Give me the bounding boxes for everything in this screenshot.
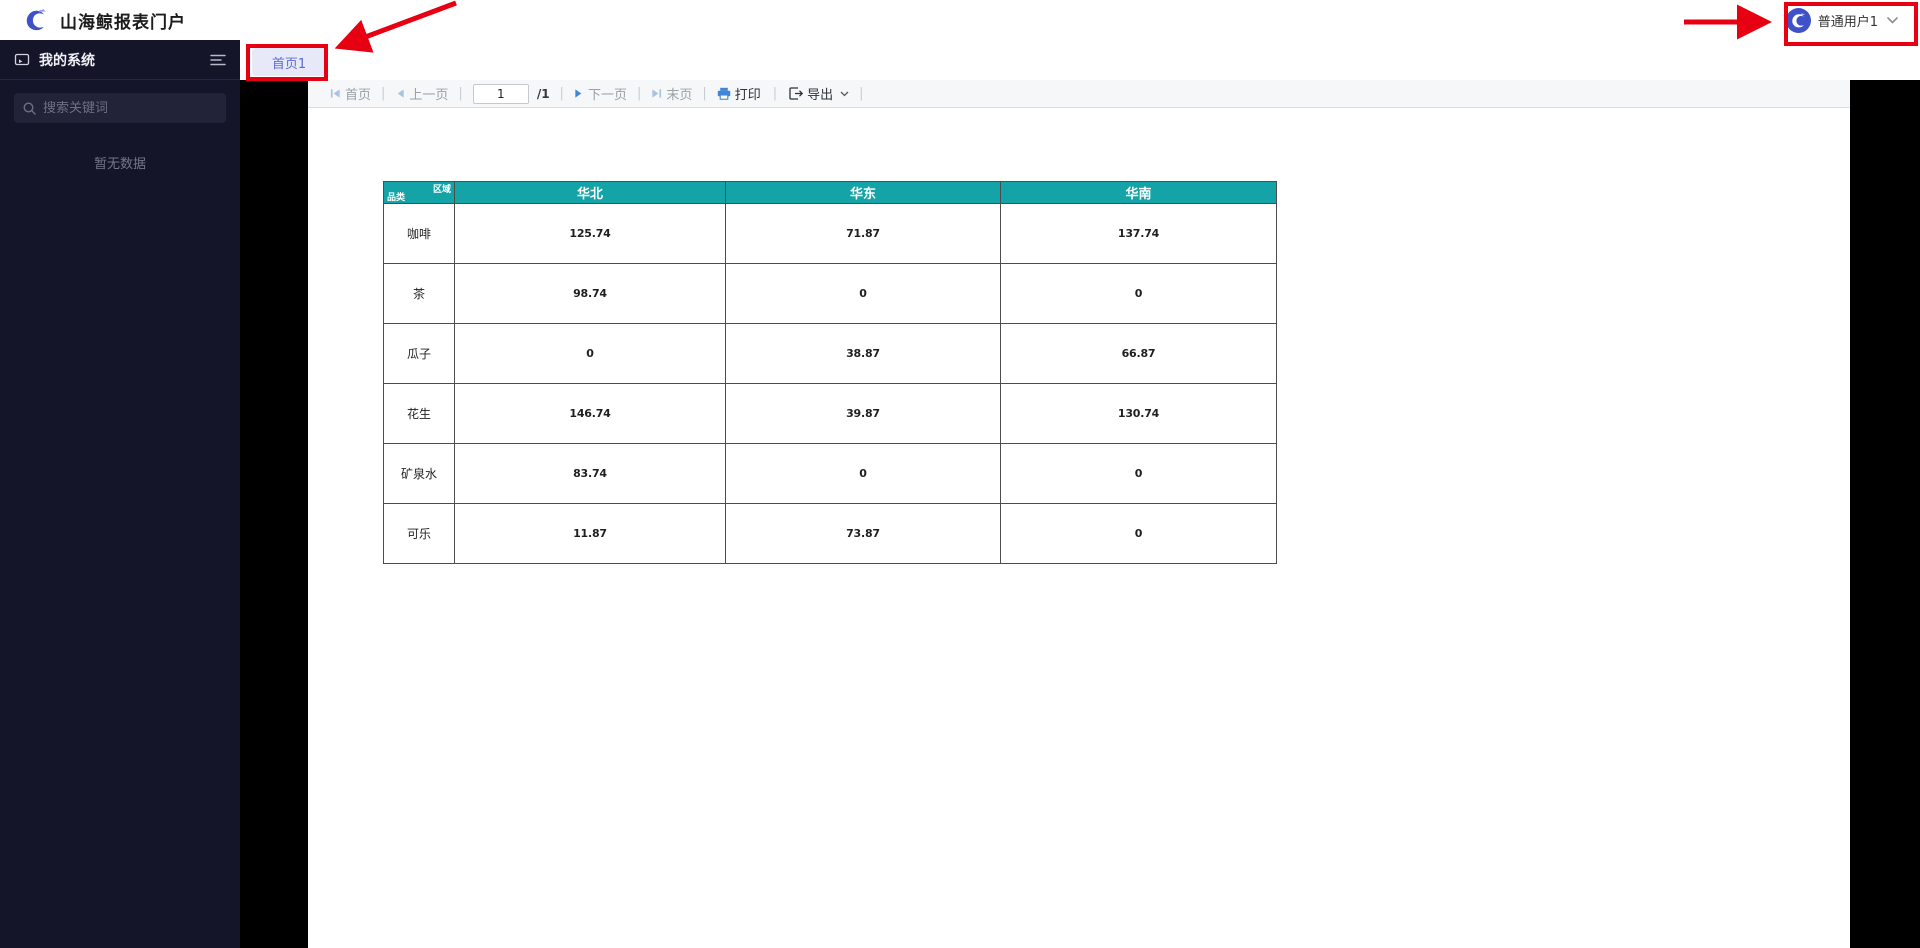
- separator: |: [559, 86, 564, 101]
- value-cell: 137.74: [1000, 203, 1277, 264]
- prev-page-label: 上一页: [409, 88, 449, 103]
- viewer-left-gap: [240, 80, 308, 948]
- report-toolbar: 首页 | 上一页 | /1 |: [308, 80, 1850, 108]
- app-title: 山海鲸报表门户: [60, 12, 186, 33]
- print-icon: [717, 87, 730, 100]
- print-button[interactable]: 打印: [717, 84, 761, 103]
- table-header-row: 区域 品类 华北 华东 华南: [383, 181, 1277, 204]
- region-column-header: 华北: [454, 181, 726, 204]
- print-label: 打印: [734, 88, 761, 103]
- export-button[interactable]: 导出: [789, 84, 849, 103]
- row-label: 瓜子: [383, 323, 455, 384]
- value-cell: 66.87: [1000, 323, 1277, 384]
- table-row: 可乐 11.87 73.87 0: [383, 503, 1277, 564]
- value-cell: 0: [1000, 263, 1277, 324]
- separator: |: [381, 86, 386, 101]
- value-cell: 11.87: [454, 503, 726, 564]
- value-cell: 0: [1000, 443, 1277, 504]
- table-row: 矿泉水 83.74 0 0: [383, 443, 1277, 504]
- report-table: 区域 品类 华北 华东 华南 咖啡 125.74 71.87 137.74 茶 98.74 0 0…: [383, 181, 1277, 564]
- user-menu[interactable]: 普通用户1: [1785, 8, 1898, 33]
- value-cell: 71.87: [725, 203, 1001, 264]
- export-label: 导出: [807, 88, 834, 103]
- row-label: 花生: [383, 383, 455, 444]
- corner-header-cell: 区域 品类: [383, 181, 455, 204]
- last-page-icon: [652, 89, 662, 98]
- sidebar-title: 我的系统: [39, 52, 95, 69]
- viewer-area: 首页 | 上一页 | /1 |: [240, 80, 1920, 948]
- search-icon: [23, 101, 36, 115]
- sidebar-search[interactable]: [14, 93, 226, 123]
- row-label: 茶: [383, 263, 455, 324]
- page-number-input[interactable]: [472, 83, 529, 104]
- collapse-menu-icon[interactable]: [210, 54, 226, 66]
- value-cell: 0: [725, 443, 1001, 504]
- value-cell: 73.87: [725, 503, 1001, 564]
- region-column-header: 华东: [725, 181, 1001, 204]
- app-logo-icon: [22, 6, 50, 34]
- last-page-button[interactable]: 末页: [651, 84, 692, 103]
- value-cell: 39.87: [725, 383, 1001, 444]
- chevron-down-icon: [1887, 17, 1898, 24]
- region-column-header: 华南: [1000, 181, 1277, 204]
- table-row: 咖啡 125.74 71.87 137.74: [383, 203, 1277, 264]
- tab-bar: 首页1: [240, 40, 1920, 80]
- value-cell: 38.87: [725, 323, 1001, 384]
- value-cell: 98.74: [454, 263, 726, 324]
- search-input[interactable]: [43, 100, 203, 116]
- separator: |: [702, 86, 707, 101]
- value-cell: 125.74: [454, 203, 726, 264]
- main-content: 首页1 首页 |: [240, 40, 1920, 948]
- corner-region-label: 区域: [432, 185, 451, 195]
- row-label: 咖啡: [383, 203, 455, 264]
- sidebar: 我的系统 暂无数据: [0, 40, 240, 948]
- prev-page-icon: [398, 89, 405, 98]
- value-cell: 130.74: [1000, 383, 1277, 444]
- tab-home[interactable]: 首页1: [252, 48, 326, 76]
- separator: |: [859, 86, 864, 101]
- first-page-icon: [330, 89, 340, 98]
- first-page-label: 首页: [345, 88, 372, 103]
- viewer-right-gap: [1850, 80, 1920, 948]
- system-icon: [14, 53, 30, 65]
- export-icon: [789, 87, 804, 100]
- separator: |: [636, 86, 642, 101]
- report-canvas: 区域 品类 华北 华东 华南 咖啡 125.74 71.87 137.74 茶 98.74 0 0…: [308, 108, 1850, 948]
- separator: |: [772, 86, 778, 101]
- corner-category-label: 品类: [387, 193, 406, 203]
- sidebar-empty-text: 暂无数据: [93, 157, 146, 172]
- row-label: 矿泉水: [383, 443, 455, 504]
- value-cell: 0: [1000, 503, 1277, 564]
- user-name: 普通用户1: [1817, 15, 1878, 30]
- next-page-icon: [575, 89, 582, 98]
- report-table-body: 区域 品类 华北 华东 华南 咖啡 125.74 71.87 137.74 茶 98.74 0 0…: [383, 181, 1277, 564]
- chevron-down-icon: [840, 91, 849, 96]
- page-total-label: /1: [536, 86, 550, 101]
- app-header: 山海鲸报表门户 普通用户1: [0, 0, 1920, 40]
- first-page-button[interactable]: 首页: [330, 84, 371, 103]
- row-label: 可乐: [383, 503, 455, 564]
- next-page-label: 下一页: [587, 88, 627, 103]
- value-cell: 0: [454, 323, 726, 384]
- table-row: 茶 98.74 0 0: [383, 263, 1277, 324]
- value-cell: 83.74: [454, 443, 726, 504]
- last-page-label: 末页: [666, 88, 693, 103]
- table-row: 瓜子 0 38.87 66.87: [383, 323, 1277, 384]
- separator: |: [458, 86, 463, 101]
- table-row: 花生 146.74 39.87 130.74: [383, 383, 1277, 444]
- sidebar-header: 我的系统: [0, 40, 240, 80]
- report-viewer: 首页 | 上一页 | /1 |: [308, 80, 1850, 948]
- prev-page-button[interactable]: 上一页: [395, 84, 448, 103]
- value-cell: 0: [725, 263, 1001, 324]
- user-avatar: [1785, 8, 1811, 33]
- next-page-button[interactable]: 下一页: [574, 84, 627, 103]
- value-cell: 146.74: [454, 383, 726, 444]
